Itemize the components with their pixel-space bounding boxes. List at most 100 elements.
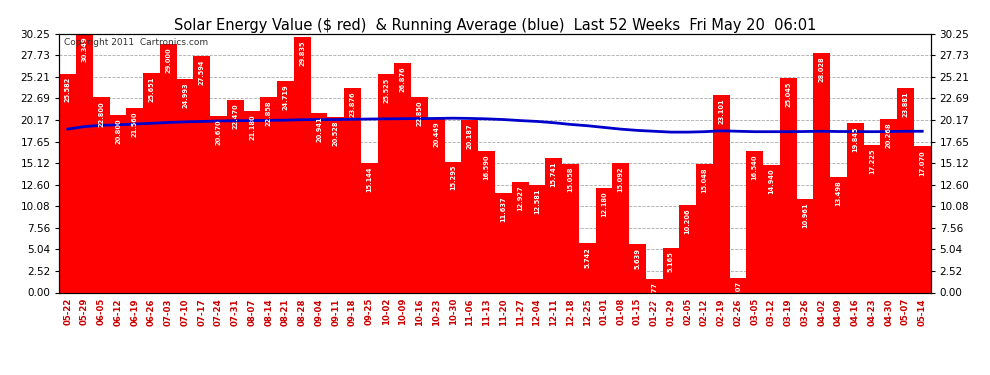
Bar: [579, 243, 596, 292]
Bar: [445, 162, 461, 292]
Bar: [562, 164, 579, 292]
Bar: [545, 158, 562, 292]
Title: Solar Energy Value ($ red)  & Running Average (blue)  Last 52 Weeks  Fri May 20 : Solar Energy Value ($ red) & Running Ave…: [174, 18, 816, 33]
Text: 20.449: 20.449: [434, 121, 440, 147]
Bar: [863, 145, 880, 292]
Bar: [763, 165, 780, 292]
Bar: [127, 108, 144, 292]
Text: 11.637: 11.637: [500, 196, 506, 222]
Text: 12.581: 12.581: [534, 188, 540, 214]
Bar: [612, 164, 629, 292]
Text: 17.070: 17.070: [920, 150, 926, 176]
Bar: [260, 97, 277, 292]
Bar: [411, 97, 428, 292]
Text: 5.742: 5.742: [584, 247, 590, 268]
Text: 20.800: 20.800: [115, 118, 121, 144]
Bar: [93, 98, 110, 292]
Bar: [830, 177, 846, 292]
Bar: [780, 78, 797, 292]
Text: 22.858: 22.858: [266, 100, 272, 126]
Bar: [478, 151, 495, 292]
Bar: [110, 115, 127, 292]
Text: 15.058: 15.058: [567, 167, 573, 192]
Bar: [662, 248, 679, 292]
Bar: [210, 116, 227, 292]
Text: 25.045: 25.045: [785, 82, 791, 107]
Text: 5.639: 5.639: [635, 248, 641, 268]
Text: 15.741: 15.741: [550, 161, 556, 187]
Bar: [797, 199, 814, 292]
Text: 10.961: 10.961: [802, 202, 808, 228]
Text: 21.180: 21.180: [249, 115, 255, 140]
Text: Copyright 2011  Cartronics.com: Copyright 2011 Cartronics.com: [63, 38, 208, 46]
Text: 23.876: 23.876: [349, 92, 355, 117]
Text: 25.651: 25.651: [148, 76, 154, 102]
Text: 15.144: 15.144: [366, 166, 372, 192]
Bar: [193, 57, 210, 292]
Bar: [227, 100, 244, 292]
Text: 20.268: 20.268: [886, 123, 892, 148]
Text: 17.225: 17.225: [869, 148, 875, 174]
Text: 28.028: 28.028: [819, 56, 825, 82]
Bar: [529, 185, 545, 292]
Bar: [696, 164, 713, 292]
Text: 29.835: 29.835: [299, 41, 305, 66]
Bar: [244, 111, 260, 292]
Bar: [814, 53, 830, 292]
Bar: [59, 74, 76, 292]
Bar: [679, 205, 696, 292]
Text: 22.850: 22.850: [417, 100, 423, 126]
Bar: [328, 117, 345, 292]
Bar: [846, 123, 863, 292]
Text: 15.092: 15.092: [618, 167, 624, 192]
Bar: [730, 278, 746, 292]
Text: 15.048: 15.048: [702, 167, 708, 193]
Bar: [311, 113, 328, 292]
Text: 16.590: 16.590: [484, 154, 490, 180]
Text: 20.187: 20.187: [467, 123, 473, 149]
Bar: [428, 118, 445, 292]
Text: 21.560: 21.560: [132, 111, 138, 137]
Bar: [361, 163, 378, 292]
Bar: [277, 81, 294, 292]
Text: 30.349: 30.349: [81, 36, 87, 62]
Text: 25.525: 25.525: [383, 78, 389, 103]
Text: 29.000: 29.000: [165, 48, 171, 74]
Bar: [897, 88, 914, 292]
Text: 19.845: 19.845: [852, 126, 858, 152]
Bar: [160, 45, 176, 292]
Text: 13.498: 13.498: [836, 180, 842, 206]
Text: 10.206: 10.206: [685, 209, 691, 234]
Bar: [144, 73, 160, 292]
Bar: [746, 151, 763, 292]
Text: 20.670: 20.670: [216, 119, 222, 145]
Bar: [345, 88, 361, 292]
Bar: [645, 279, 662, 292]
Bar: [294, 37, 311, 292]
Text: 24.993: 24.993: [182, 82, 188, 108]
Bar: [596, 188, 612, 292]
Text: 23.101: 23.101: [718, 98, 724, 124]
Text: 27.594: 27.594: [199, 60, 205, 86]
Text: 5.165: 5.165: [668, 252, 674, 273]
Bar: [495, 193, 512, 292]
Bar: [76, 33, 93, 292]
Bar: [713, 95, 730, 292]
Text: 25.582: 25.582: [64, 77, 70, 102]
Bar: [914, 147, 931, 292]
Text: 22.800: 22.800: [98, 101, 104, 126]
Text: 1.577: 1.577: [651, 282, 657, 303]
Text: 16.540: 16.540: [751, 154, 757, 180]
Text: 23.881: 23.881: [903, 92, 909, 117]
Text: 1.707: 1.707: [735, 281, 741, 302]
Text: 12.180: 12.180: [601, 192, 607, 217]
Text: 24.719: 24.719: [282, 84, 288, 110]
Text: 26.876: 26.876: [400, 66, 406, 92]
Bar: [378, 74, 394, 292]
Text: 22.470: 22.470: [233, 104, 239, 129]
Text: 20.528: 20.528: [333, 120, 339, 146]
Bar: [880, 119, 897, 292]
Bar: [512, 182, 529, 292]
Text: 14.940: 14.940: [768, 168, 774, 194]
Bar: [461, 120, 478, 292]
